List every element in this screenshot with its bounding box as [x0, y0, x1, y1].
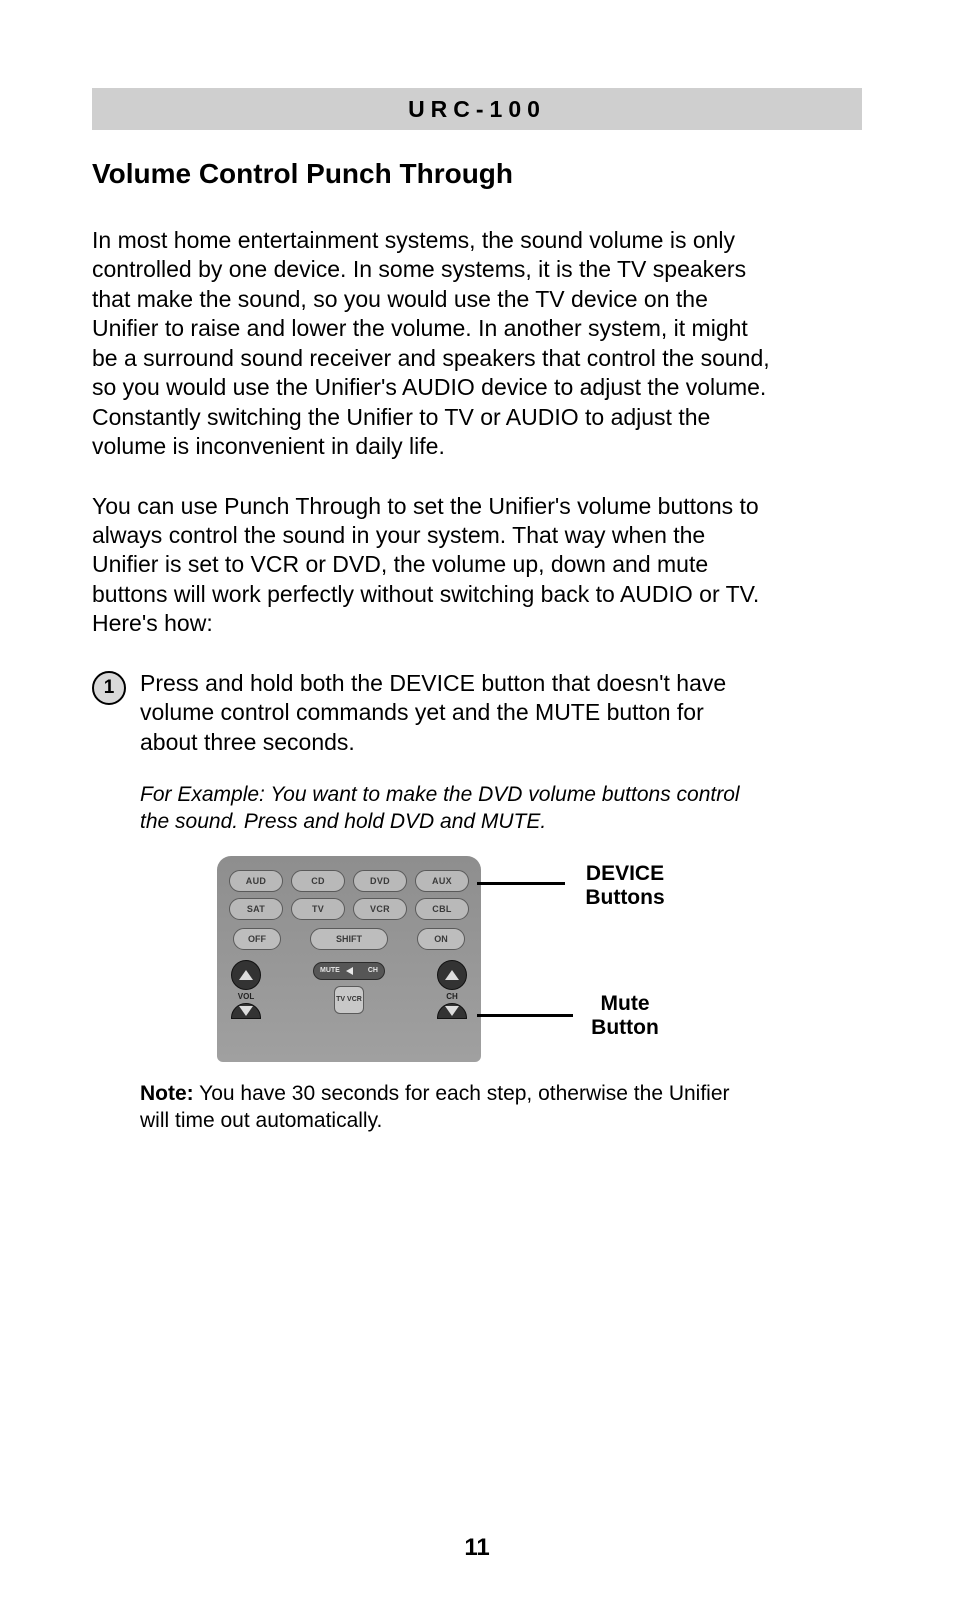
callout-mute-button: Mute Button	[575, 992, 675, 1040]
note: Note: You have 30 seconds for each step,…	[140, 1080, 760, 1135]
ch-up-icon	[437, 960, 467, 990]
step-1: 1 Press and hold both the DEVICE button …	[92, 669, 862, 757]
paragraph-1: In most home entertainment systems, the …	[92, 226, 772, 462]
note-label: Note:	[140, 1082, 194, 1105]
volume-stack: VOL	[231, 960, 261, 1019]
device-button-vcr: VCR	[353, 898, 407, 920]
page-number: 11	[0, 1534, 954, 1562]
mute-label: MUTE	[320, 967, 340, 974]
shift-button: SHIFT	[310, 928, 388, 950]
paragraph-2: You can use Punch Through to set the Uni…	[92, 492, 772, 639]
lower-controls: VOL MUTE CH TV VCR CH	[229, 960, 469, 1019]
device-button-aux: AUX	[415, 870, 469, 892]
off-button: OFF	[233, 928, 281, 950]
ch-down-icon	[437, 1003, 467, 1019]
power-row: OFF SHIFT ON	[233, 928, 465, 950]
leader-line-mute	[477, 1014, 573, 1017]
device-button-sat: SAT	[229, 898, 283, 920]
mute-button: MUTE CH	[313, 962, 385, 980]
vol-label: VOL	[238, 992, 254, 1001]
mid-column: MUTE CH TV VCR	[313, 962, 385, 1014]
section-title: Volume Control Punch Through	[92, 158, 862, 190]
vol-up-icon	[231, 960, 261, 990]
device-button-dvd: DVD	[353, 870, 407, 892]
device-button-cbl: CBL	[415, 898, 469, 920]
device-button-aud: AUD	[229, 870, 283, 892]
example-text: For Example: You want to make the DVD vo…	[140, 781, 750, 836]
callout-device-buttons: DEVICE Buttons	[565, 862, 685, 910]
device-button-grid: AUD CD DVD AUX SAT TV VCR CBL	[229, 870, 469, 920]
figure: AUD CD DVD AUX SAT TV VCR CBL OFF SHIFT …	[92, 856, 862, 1066]
channel-stack: CH	[437, 960, 467, 1019]
note-body: You have 30 seconds for each step, other…	[140, 1082, 730, 1132]
vol-down-icon	[231, 1003, 261, 1019]
model-label: URC-100	[408, 96, 546, 123]
leader-line-device	[477, 882, 565, 885]
ch-small-label: CH	[368, 967, 378, 974]
step-badge-1: 1	[92, 671, 126, 705]
mute-arrow-icon	[346, 967, 353, 975]
remote-illustration: AUD CD DVD AUX SAT TV VCR CBL OFF SHIFT …	[217, 856, 481, 1062]
header-bar: URC-100	[92, 88, 862, 130]
step-1-text: Press and hold both the DEVICE button th…	[140, 669, 760, 757]
device-button-cd: CD	[291, 870, 345, 892]
device-button-tv: TV	[291, 898, 345, 920]
on-button: ON	[417, 928, 465, 950]
ch-label: CH	[446, 992, 458, 1001]
tv-vcr-button: TV VCR	[334, 986, 364, 1014]
